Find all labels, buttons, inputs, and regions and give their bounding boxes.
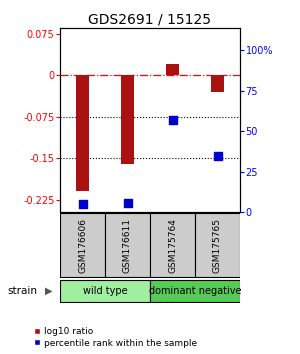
Legend: log10 ratio, percentile rank within the sample: log10 ratio, percentile rank within the … bbox=[30, 323, 201, 351]
Point bbox=[80, 201, 85, 207]
Text: GSM175764: GSM175764 bbox=[168, 218, 177, 273]
Bar bbox=[76, 75, 89, 192]
Point bbox=[215, 153, 220, 159]
Bar bbox=[61, 213, 105, 277]
Text: GSM176611: GSM176611 bbox=[123, 218, 132, 273]
Bar bbox=[106, 213, 150, 277]
Text: strain: strain bbox=[8, 286, 38, 296]
Point bbox=[170, 117, 175, 123]
Bar bbox=[196, 213, 239, 277]
Text: dominant negative: dominant negative bbox=[149, 286, 241, 296]
Bar bbox=[166, 64, 179, 75]
Text: ▶: ▶ bbox=[45, 286, 52, 296]
Bar bbox=[121, 75, 134, 164]
Text: GSM175765: GSM175765 bbox=[213, 218, 222, 273]
Bar bbox=[150, 280, 239, 302]
Text: wild type: wild type bbox=[83, 286, 127, 296]
Bar bbox=[211, 75, 224, 92]
Bar bbox=[150, 213, 194, 277]
Bar bbox=[61, 280, 150, 302]
Text: GDS2691 / 15125: GDS2691 / 15125 bbox=[88, 12, 212, 27]
Text: GSM176606: GSM176606 bbox=[78, 218, 87, 273]
Point bbox=[125, 200, 130, 206]
